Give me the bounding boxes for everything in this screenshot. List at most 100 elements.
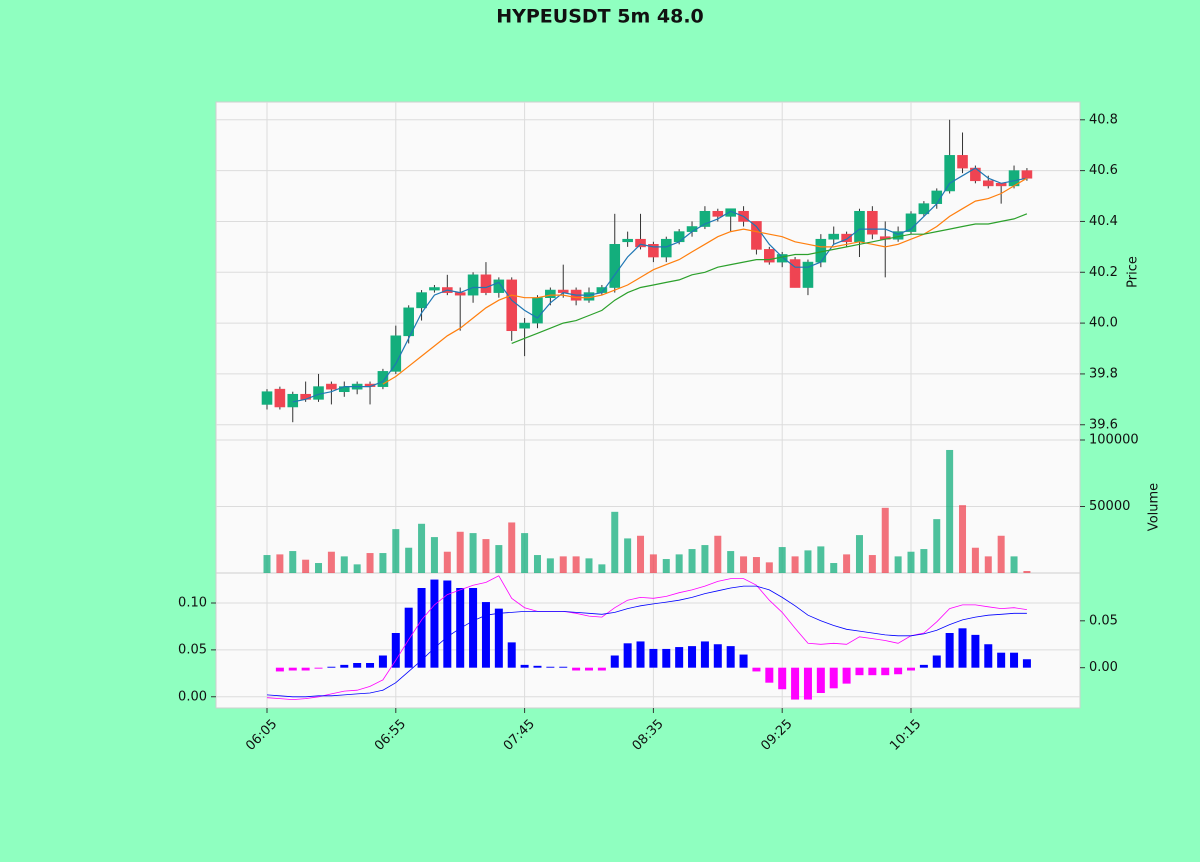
volume-bar [598,564,606,573]
volume-bar [933,519,941,573]
macd-histogram-bar [1010,652,1019,668]
x-tick-label: 09:25 [758,717,795,754]
macd-histogram-bar [597,667,606,671]
y-tick-label: 0.00 [178,689,207,704]
volume-bar [843,554,851,573]
y-tick-label: 50000 [1089,499,1130,514]
volume-bar [714,535,722,573]
volume-bar [778,547,786,573]
candle-body [957,155,968,169]
macd-histogram-bar [275,667,284,672]
macd-histogram-bar [481,602,490,668]
y-tick-label: 0.00 [1089,660,1118,675]
candle-body [403,307,414,337]
macd-histogram-bar [855,667,864,676]
macd-histogram-bar [868,667,877,676]
volume-bar [804,550,812,573]
volume-bar [817,546,825,573]
macd-histogram-bar [353,663,362,668]
volume-bar [379,553,387,573]
volume-bar [765,562,773,573]
volume-bar [1023,571,1031,573]
candle-body [506,279,518,332]
volume-bar [353,564,361,573]
volume-bar [508,522,516,573]
volume-bar [1010,556,1018,573]
candle-body [1021,170,1033,179]
volume-bar [327,551,335,573]
macd-histogram-bar [623,643,632,668]
volume-bar [907,551,915,573]
macd-histogram-bar [662,648,671,668]
candle-body [648,244,659,258]
macd-histogram-bar [919,664,928,668]
macd-histogram-bar [327,666,336,668]
candle-body [390,335,402,372]
macd-histogram-bar [494,608,503,668]
macd-histogram-bar [507,642,516,668]
candle-body [635,238,646,248]
volume-bar [830,563,838,573]
macd-histogram-bar [636,641,645,668]
macd-histogram-bar [559,666,568,668]
candle-body [545,289,556,298]
macd-histogram-bar [984,644,993,668]
candle-body [622,238,633,243]
candle-body [326,383,337,390]
candle-body [467,274,479,296]
chart-title: HYPEUSDT 5m 48.0 [496,6,704,28]
macd-histogram-bar [997,652,1006,668]
macd-histogram-bar [288,667,297,671]
macd-histogram-bar [1022,659,1031,668]
volume-bar [289,551,297,573]
macd-histogram-bar [894,667,903,675]
macd-histogram-bar [881,667,890,676]
macd-histogram-bar [713,644,722,668]
macd-histogram-bar [610,655,619,668]
macd-histogram-bar [688,646,697,668]
y-tick-label: 40.0 [1089,316,1118,331]
candle-body [300,393,311,400]
macd-histogram-bar [301,667,310,671]
macd-histogram-bar [340,664,349,668]
volume-bar [894,556,902,573]
macd-histogram-bar [585,667,593,671]
y-tick-label: 39.6 [1089,417,1118,432]
volume-bar [430,537,438,573]
candle-body [261,391,273,405]
macd-line [266,575,1027,701]
candle-body [802,261,814,288]
candle-body [828,233,840,240]
x-tick-label: 06:05 [243,717,280,754]
volume-bar [791,556,799,573]
macd-histogram-bar [404,607,413,668]
macd-histogram-bar [726,646,735,668]
x-tick-label: 10:15 [887,717,924,754]
price-axis-label: Price [1126,256,1141,288]
y-tick-label: 0.10 [178,596,207,611]
volume-bar [984,556,992,573]
candle-body [699,210,711,227]
volume-bar [701,545,709,573]
volume-bar [971,547,979,573]
macd-histogram-bar [391,633,400,668]
macd-histogram-bar [958,628,967,668]
volume-bar [585,558,593,573]
volume-bar [302,559,310,573]
candle-body [905,213,917,232]
y-tick-label: 100000 [1089,433,1139,448]
volume-bar [469,533,477,573]
candle-body [532,297,543,324]
macd-histogram-bar [378,655,387,668]
candle-body [673,231,685,243]
volume-bar [546,558,554,573]
volume-bar [572,556,580,573]
candle-body [867,210,878,235]
macd-histogram-bar [907,667,915,671]
y-tick-label: 40.4 [1089,214,1118,229]
volume-bar [675,554,683,573]
volume-bar [611,511,619,573]
macd-histogram-bar [803,667,812,700]
volume-bar [997,535,1005,573]
y-tick-label: 0.05 [178,642,207,657]
